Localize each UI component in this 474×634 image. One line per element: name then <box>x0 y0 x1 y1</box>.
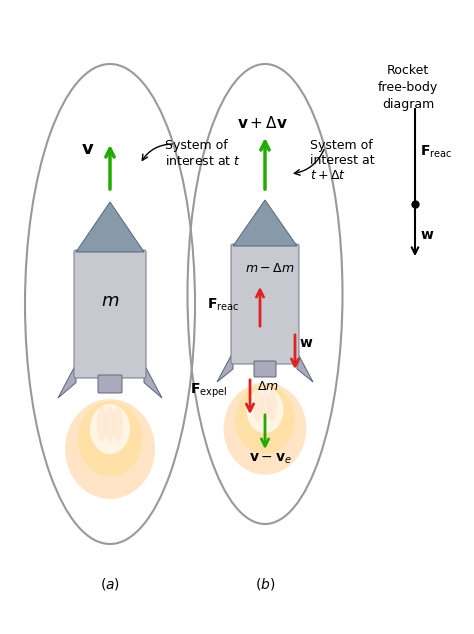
Ellipse shape <box>253 389 262 422</box>
Polygon shape <box>233 200 297 246</box>
Ellipse shape <box>235 385 295 454</box>
Text: $\mathbf{v}$: $\mathbf{v}$ <box>81 140 95 158</box>
Ellipse shape <box>246 387 283 433</box>
Text: $(a)$: $(a)$ <box>100 576 120 592</box>
Polygon shape <box>297 352 313 382</box>
Text: $\mathbf{v}+\Delta\mathbf{v}$: $\mathbf{v}+\Delta\mathbf{v}$ <box>237 115 287 131</box>
Ellipse shape <box>260 389 270 422</box>
Text: $\mathbf{F}_\mathrm{reac}$: $\mathbf{F}_\mathrm{reac}$ <box>420 144 452 160</box>
Ellipse shape <box>105 406 115 441</box>
FancyBboxPatch shape <box>254 361 276 377</box>
Text: $\mathbf{w}$: $\mathbf{w}$ <box>299 336 313 350</box>
Ellipse shape <box>90 404 130 454</box>
Ellipse shape <box>78 401 143 477</box>
Text: $(b)$: $(b)$ <box>255 576 275 592</box>
Text: $m-\Delta m$: $m-\Delta m$ <box>246 262 295 275</box>
Polygon shape <box>217 352 233 382</box>
Ellipse shape <box>65 399 155 499</box>
Ellipse shape <box>268 389 277 422</box>
Ellipse shape <box>97 406 107 441</box>
Text: $\mathbf{F}_\mathrm{expel}$: $\mathbf{F}_\mathrm{expel}$ <box>190 382 227 401</box>
Text: $\mathbf{F}_\mathrm{reac}$: $\mathbf{F}_\mathrm{reac}$ <box>207 297 239 313</box>
Ellipse shape <box>224 382 306 475</box>
Text: System of
interest at $t$: System of interest at $t$ <box>165 139 241 168</box>
Text: $\Delta m$: $\Delta m$ <box>257 380 279 393</box>
FancyBboxPatch shape <box>98 375 122 393</box>
Polygon shape <box>76 202 144 252</box>
Polygon shape <box>58 364 76 398</box>
FancyBboxPatch shape <box>231 244 299 364</box>
Text: $\mathbf{v}-\mathbf{v}_e$: $\mathbf{v}-\mathbf{v}_e$ <box>248 452 292 467</box>
Polygon shape <box>144 364 162 398</box>
Text: $\mathbf{w}$: $\mathbf{w}$ <box>420 228 434 242</box>
Text: $m$: $m$ <box>101 292 119 310</box>
FancyBboxPatch shape <box>74 250 146 378</box>
Ellipse shape <box>113 406 123 441</box>
Text: Rocket
free-body
diagram: Rocket free-body diagram <box>378 64 438 111</box>
Text: System of
interest at
$t+\Delta t$: System of interest at $t+\Delta t$ <box>310 139 374 182</box>
